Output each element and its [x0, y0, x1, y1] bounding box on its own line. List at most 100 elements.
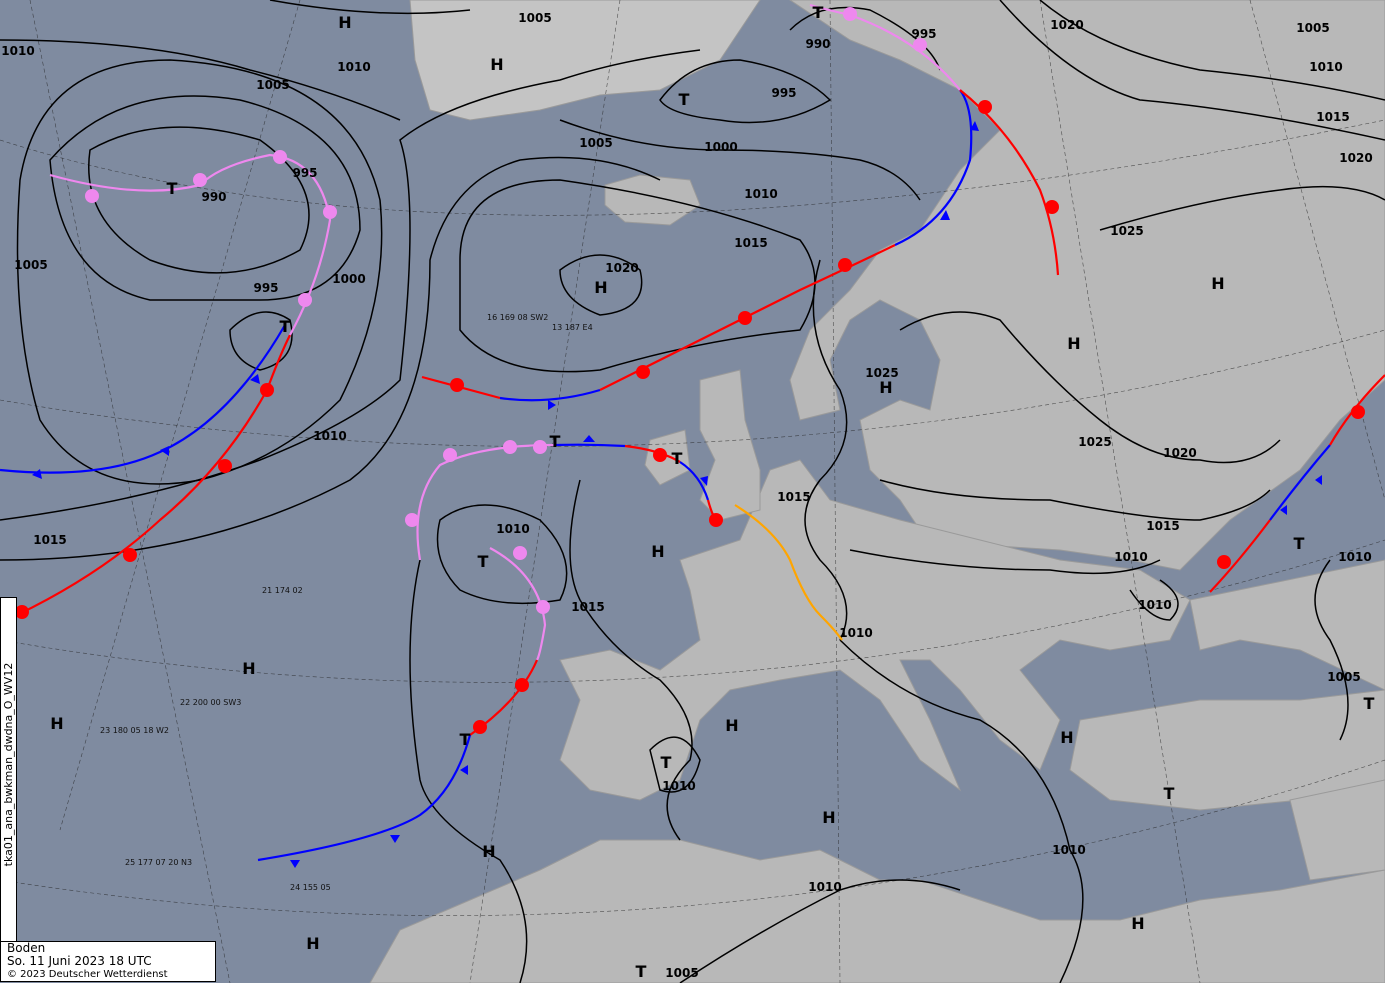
isobar-label: 1005 — [14, 258, 47, 272]
isobar-label: 995 — [253, 281, 278, 295]
low-pressure-label: T — [167, 179, 178, 198]
isobar-label: 1010 — [496, 522, 529, 536]
high-pressure-label: H — [822, 808, 835, 827]
station-plot: 16 169 08 SW2 — [487, 313, 548, 322]
high-pressure-label: H — [1060, 728, 1073, 747]
africa — [369, 839, 1385, 983]
isobar-label: 1000 — [332, 272, 365, 286]
pressure-centres: H H H H H H H H H H H H H H H T T T T T … — [50, 3, 1374, 981]
isobar-label: 1010 — [662, 779, 695, 793]
isobar-label: 1010 — [1052, 843, 1085, 857]
high-pressure-label: H — [1131, 914, 1144, 933]
low-pressure-label: T — [679, 90, 690, 109]
isobar-label: 1020 — [1050, 18, 1083, 32]
high-pressure-label: H — [725, 716, 738, 735]
isobar-label: 1025 — [865, 366, 898, 380]
isobar-label: 1010 — [1, 44, 34, 58]
occluded-front — [489, 547, 547, 661]
station-plot: 23 180 05 18 W2 — [100, 726, 169, 735]
isobar-label: 1015 — [734, 236, 767, 250]
isobar-label: 1010 — [1138, 598, 1171, 612]
copyright: © 2023 Deutscher Wetterdienst — [7, 969, 168, 980]
cold-front — [554, 443, 626, 448]
isobar-label: 1015 — [1316, 110, 1349, 124]
low-pressure-label: T — [460, 730, 471, 749]
station-plot: 24 155 05 — [290, 883, 331, 892]
cold-front — [499, 388, 601, 402]
low-pressure-label: T — [813, 3, 824, 22]
black-sea-north — [1189, 559, 1385, 691]
low-pressure-label: T — [1164, 784, 1175, 803]
high-pressure-label: H — [338, 13, 351, 32]
isobar-label: 1025 — [1110, 224, 1143, 238]
isobar-label: 1010 — [808, 880, 841, 894]
layer-label: Boden — [7, 941, 46, 955]
station-plot: 25 177 07 20 N3 — [125, 858, 192, 867]
isobar-label: 1010 — [313, 429, 346, 443]
low-pressure-label: T — [672, 449, 683, 468]
isobar-label: 1005 — [256, 78, 289, 92]
low-pressure-label: T — [661, 753, 672, 772]
cold-front — [679, 461, 710, 501]
high-pressure-label: H — [879, 378, 892, 397]
scandinavia-russia — [789, 0, 1385, 571]
iceland — [604, 174, 701, 226]
isobar-label: 1005 — [1327, 670, 1360, 684]
warm-front — [16, 334, 291, 616]
low-pressure-label: T — [478, 552, 489, 571]
occluded-front — [809, 3, 961, 91]
greenland — [409, 0, 761, 121]
land — [369, 0, 1385, 983]
isobar-label: 1010 — [1338, 550, 1371, 564]
high-pressure-label: H — [594, 278, 607, 297]
isobar-label: 995 — [771, 86, 796, 100]
station-plot: 13 187 E4 — [552, 323, 593, 332]
isobar-label: 1010 — [1309, 60, 1342, 74]
isobar-label: 1010 — [337, 60, 370, 74]
cold-front — [894, 89, 973, 247]
europe — [559, 459, 1191, 801]
high-pressure-label: H — [50, 714, 63, 733]
isobar-label: 1015 — [1146, 519, 1179, 533]
low-pressure-label: T — [1294, 534, 1305, 553]
isobar-label: 1010 — [744, 187, 777, 201]
isobar-label: 990 — [201, 190, 226, 204]
isobar-label: 1005 — [579, 136, 612, 150]
station-plots: 23 180 05 18 W2 22 200 00 SW3 25 177 07 … — [100, 313, 593, 892]
cold-front — [0, 324, 286, 474]
map-legend: Boden So. 11 Juni 2023 18 UTC © 2023 Deu… — [0, 941, 216, 982]
high-pressure-label: H — [1211, 274, 1224, 293]
isobar-label: 1005 — [518, 11, 551, 25]
high-pressure-label: H — [482, 842, 495, 861]
low-pressure-label: T — [1364, 694, 1375, 713]
high-pressure-label: H — [490, 55, 503, 74]
front-symbols — [15, 7, 1365, 868]
high-pressure-label: H — [651, 542, 664, 561]
isobar-label: 1005 — [665, 966, 698, 980]
fronts — [0, 3, 1385, 862]
low-pressure-label: T — [280, 317, 291, 336]
isobar-label: 1005 — [1296, 21, 1329, 35]
britain — [699, 369, 761, 521]
warm-front — [421, 375, 501, 400]
occluded-front — [49, 153, 332, 336]
isobar-label: 1020 — [1339, 151, 1372, 165]
cold-front — [257, 734, 472, 862]
warm-front — [599, 244, 896, 391]
isobar-label: 1020 — [1163, 446, 1196, 460]
warm-front — [1209, 519, 1271, 593]
isobar-label: 1025 — [1078, 435, 1111, 449]
station-plot: 22 200 00 SW3 — [180, 698, 241, 707]
low-pressure-label: T — [550, 432, 561, 451]
product-id-label: tka01_ana_bwkman_dwdna_O_WV12 — [0, 597, 17, 944]
cold-front — [1269, 444, 1331, 521]
isobar-label: 990 — [805, 37, 830, 51]
isobar-label: 995 — [911, 27, 936, 41]
isobar-label: 1000 — [704, 140, 737, 154]
valid-time: So. 11 Juni 2023 18 UTC — [7, 954, 152, 968]
isobar-label: 1020 — [605, 261, 638, 275]
isobar-label: 1010 — [839, 626, 872, 640]
